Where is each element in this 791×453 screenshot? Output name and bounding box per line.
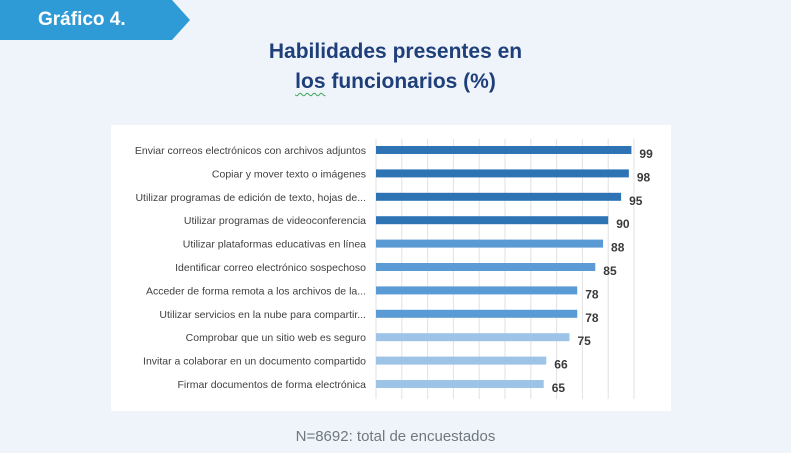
category-label: Acceder de forma remota a los archivos d…	[146, 285, 366, 297]
bar	[376, 286, 578, 295]
value-label: 90	[616, 217, 630, 231]
bar	[376, 192, 622, 201]
value-label: 98	[637, 170, 651, 184]
chart-title-line2: los funcionarios (%)	[0, 70, 791, 94]
bar	[376, 169, 629, 178]
value-label: 99	[639, 147, 653, 161]
chart-panel: Enviar correos electrónicos con archivos…	[111, 125, 671, 411]
chart-number-label: Gráfico 4.	[38, 9, 126, 30]
category-label: Enviar correos electrónicos con archivos…	[135, 145, 366, 157]
bar	[376, 380, 544, 388]
bar-chart: Enviar correos electrónicos con archivos…	[135, 139, 653, 399]
category-label: Utilizar programas de edición de texto, …	[135, 192, 366, 204]
value-label: 88	[611, 241, 625, 255]
value-label: 95	[629, 194, 643, 208]
category-label: Firmar documentos de forma electrónica	[178, 379, 367, 391]
bar	[376, 239, 604, 248]
value-label: 78	[585, 287, 599, 301]
chart-title-line1: Habilidades presentes en	[268, 40, 523, 63]
category-label: Comprobar que un sitio web es seguro	[186, 332, 367, 344]
category-label: Identificar correo electrónico sospechos…	[175, 262, 366, 274]
bar	[376, 216, 609, 225]
bar	[376, 356, 547, 365]
bar	[376, 309, 578, 318]
value-label: 65	[552, 381, 566, 395]
bar	[376, 333, 570, 342]
category-label: Utilizar programas de videoconferencia	[184, 215, 366, 227]
value-label: 66	[554, 358, 568, 372]
chart-number-badge: Gráfico 4.	[0, 0, 190, 40]
category-label: Utilizar servicios en la nube para compa…	[159, 309, 366, 321]
bar	[376, 263, 596, 271]
value-label: 85	[603, 264, 617, 278]
chart-title-line2-rest: funcionarios (%)	[325, 70, 496, 93]
value-label: 75	[578, 334, 592, 348]
category-label: Copiar y mover texto o imágenes	[212, 168, 366, 180]
category-label: Utilizar plataformas educativas en línea	[183, 239, 366, 251]
sample-size-note: N=8692: total de encuestados	[295, 428, 496, 445]
chart-title-squiggle-word: los	[295, 70, 326, 93]
bar	[376, 146, 632, 154]
value-label: 78	[585, 311, 599, 325]
category-label: Invitar a colaborar en un documento comp…	[143, 356, 366, 368]
